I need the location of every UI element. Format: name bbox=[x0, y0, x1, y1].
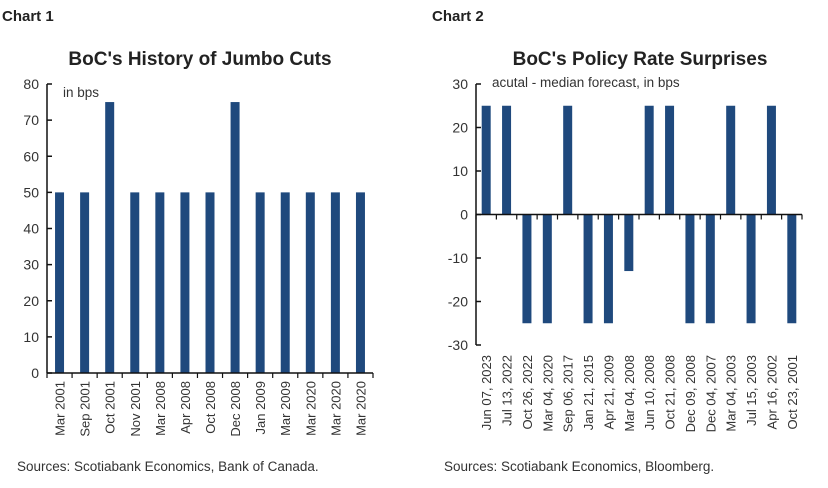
bar bbox=[542, 214, 552, 324]
y-tick-label: 60 bbox=[23, 148, 39, 164]
bar bbox=[55, 192, 65, 373]
chart2-title: BoC's Policy Rate Surprises bbox=[513, 49, 768, 70]
bar bbox=[685, 214, 695, 324]
chart1-title: BoC's History of Jumbo Cuts bbox=[68, 49, 331, 70]
bar bbox=[583, 214, 593, 324]
x-tick-label: Dec 2008 bbox=[228, 381, 243, 437]
bar bbox=[522, 214, 532, 324]
x-tick-label: Apr 21, 2009 bbox=[601, 355, 616, 429]
x-tick-label: Dec 09, 2008 bbox=[683, 355, 698, 432]
x-tick-label: Apr 16, 2002 bbox=[764, 355, 779, 429]
x-tick-label: Mar 2008 bbox=[153, 381, 168, 436]
x-tick-label: Mar 2020 bbox=[303, 381, 318, 436]
x-tick-label: Mar 2009 bbox=[278, 381, 293, 436]
x-tick-label: Apr 2008 bbox=[178, 381, 193, 434]
bar bbox=[502, 105, 512, 215]
bar bbox=[766, 105, 776, 215]
x-tick-label: Oct 21, 2008 bbox=[663, 355, 678, 429]
x-tick-label: Jun 10, 2008 bbox=[642, 355, 657, 430]
bar bbox=[481, 105, 491, 215]
x-tick-label: Jan 21, 2015 bbox=[581, 355, 596, 430]
y-tick-label: -30 bbox=[448, 337, 468, 353]
bar bbox=[180, 192, 190, 373]
x-tick-label: Oct 2001 bbox=[103, 381, 118, 434]
bar bbox=[355, 192, 365, 373]
y-tick-label: 30 bbox=[23, 257, 39, 273]
bar bbox=[603, 214, 613, 324]
x-tick-label: Sep 2001 bbox=[78, 381, 93, 437]
bar bbox=[230, 102, 240, 373]
x-tick-label: Mar 04, 2020 bbox=[540, 355, 555, 432]
chart2-unit-note: acutal - median forecast, in bps bbox=[492, 75, 680, 90]
bar bbox=[563, 105, 573, 215]
y-tick-label: 0 bbox=[460, 207, 468, 223]
bar bbox=[80, 192, 90, 373]
bar bbox=[705, 214, 715, 324]
x-tick-label: Dec 04, 2007 bbox=[703, 355, 718, 432]
x-tick-label: Oct 23, 2001 bbox=[785, 355, 800, 429]
y-tick-label: 10 bbox=[452, 163, 468, 179]
y-tick-label: 20 bbox=[23, 293, 39, 309]
y-tick-label: 20 bbox=[452, 120, 468, 136]
y-tick-label: 10 bbox=[23, 329, 39, 345]
y-tick-label: 40 bbox=[23, 221, 39, 237]
bar bbox=[255, 192, 265, 373]
chart2-source: Sources: Scotiabank Economics, Bloomberg… bbox=[444, 459, 714, 474]
x-tick-label: Jul 15, 2003 bbox=[744, 355, 759, 426]
x-tick-label: Mar 2001 bbox=[53, 381, 68, 436]
x-tick-label: Sep 06, 2017 bbox=[561, 355, 576, 432]
bar bbox=[330, 192, 340, 373]
y-tick-label: -20 bbox=[448, 294, 468, 310]
bar bbox=[787, 214, 797, 324]
chart2-header: Chart 2 bbox=[432, 8, 484, 25]
bar bbox=[644, 105, 654, 215]
chart1-source: Sources: Scotiabank Economics, Bank of C… bbox=[17, 459, 319, 474]
y-tick-label: 50 bbox=[23, 184, 39, 200]
bar bbox=[305, 192, 315, 373]
bar bbox=[624, 214, 634, 272]
x-tick-label: Mar 2020 bbox=[353, 381, 368, 436]
x-tick-label: Jan 2009 bbox=[253, 381, 268, 435]
x-tick-label: Mar 04, 2003 bbox=[724, 355, 739, 432]
x-tick-label: Mar 2020 bbox=[328, 381, 343, 436]
bar bbox=[280, 192, 290, 373]
x-tick-label: Jul 13, 2022 bbox=[500, 355, 515, 426]
bar bbox=[155, 192, 165, 373]
y-tick-label: 0 bbox=[31, 365, 39, 381]
chart1-header: Chart 1 bbox=[2, 8, 54, 25]
bar bbox=[105, 102, 115, 373]
y-tick-label: 30 bbox=[452, 76, 468, 92]
y-tick-label: 70 bbox=[23, 112, 39, 128]
x-tick-label: Nov 2001 bbox=[128, 381, 143, 437]
bar bbox=[746, 214, 756, 324]
x-tick-label: Jun 07, 2023 bbox=[479, 355, 494, 430]
bar bbox=[665, 105, 675, 215]
chart1-unit-note: in bps bbox=[63, 85, 99, 100]
chart1-plot: 0 10 20 30 40 50 60 70 80 Mar 2001 Sep 2001 Oct 200… bbox=[23, 76, 374, 437]
y-tick-label: 80 bbox=[23, 76, 39, 92]
bar bbox=[130, 192, 140, 373]
x-tick-label: Mar 04, 2008 bbox=[622, 355, 637, 432]
x-tick-label: Oct 26, 2022 bbox=[520, 355, 535, 429]
bar bbox=[205, 192, 215, 373]
y-tick-label: -10 bbox=[448, 250, 468, 266]
chart2-plot: -30 -20 -10 0 10 20 30 Jun 07, 2023 Jul 13, 2022… bbox=[448, 76, 803, 432]
bar bbox=[726, 105, 736, 215]
x-tick-label: Oct 2008 bbox=[203, 381, 218, 434]
